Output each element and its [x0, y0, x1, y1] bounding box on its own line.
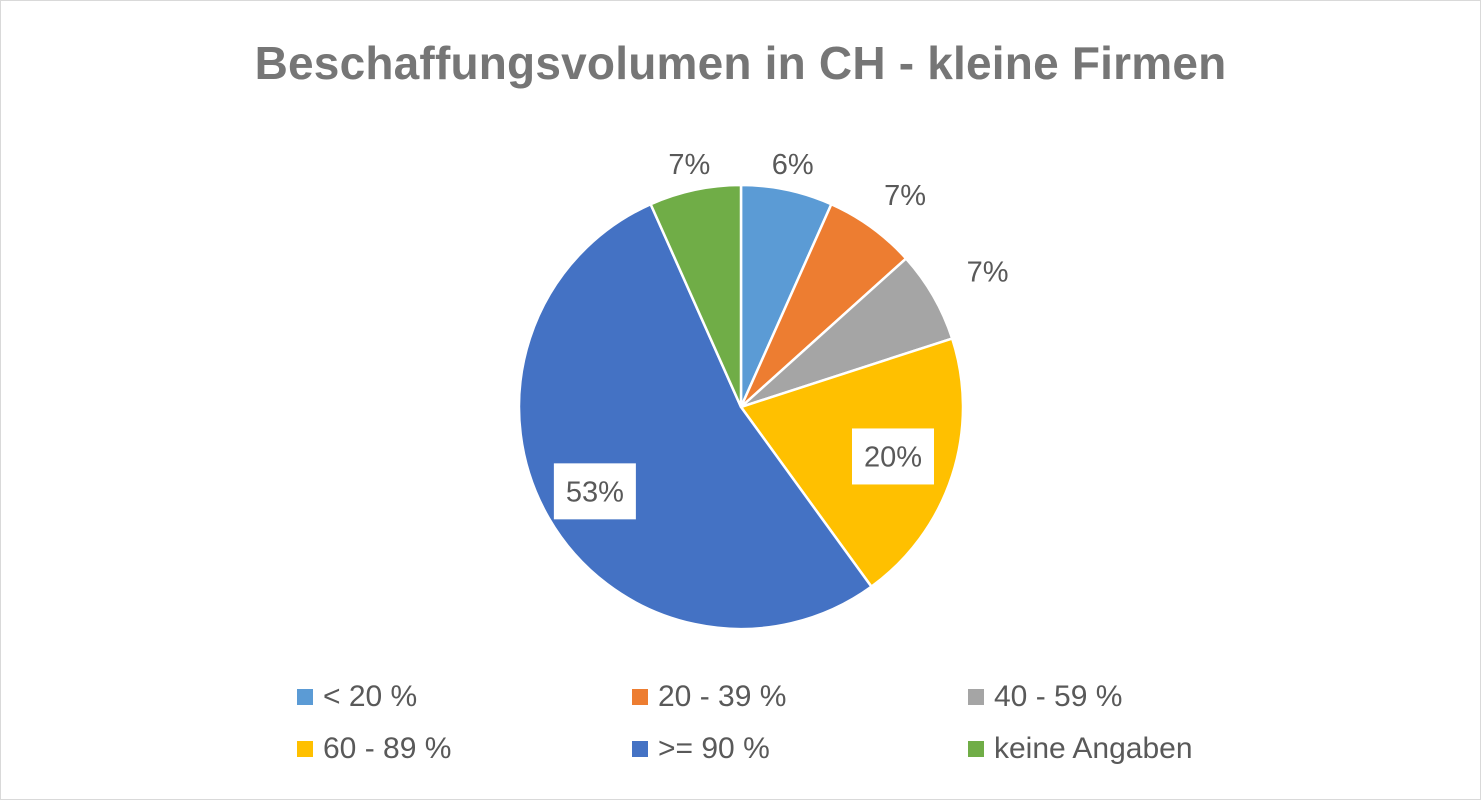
- data-label-6: 7%: [668, 149, 710, 181]
- pie-slice-5: [517, 202, 873, 631]
- data-label-box-4: [851, 428, 934, 485]
- pie-slices: [517, 183, 965, 631]
- data-label-4: 20%: [864, 441, 922, 473]
- pie-slice-4: [739, 337, 965, 588]
- data-label-5: 53%: [566, 476, 624, 508]
- pie-data-labels: 6% 7% 7% 20% 53% 7%: [553, 149, 1009, 520]
- data-label-1: 6%: [772, 149, 814, 181]
- chart-title: Beschaffungsvolumen in CH - kleine Firme…: [254, 37, 1227, 89]
- data-label-box-5: [553, 463, 636, 520]
- pie-slice-6: [649, 183, 743, 409]
- data-label-2: 7%: [884, 180, 926, 212]
- data-label-3: 7%: [967, 257, 1009, 289]
